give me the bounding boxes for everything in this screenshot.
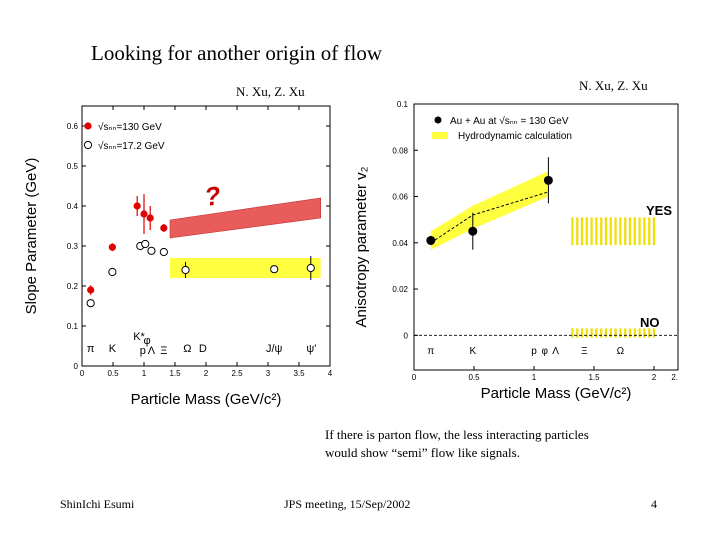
particle-label: J/ψ (266, 343, 283, 355)
no-label: NO (640, 315, 660, 330)
x-tick-label: 2 (652, 373, 657, 382)
y-tick-label: 0.3 (67, 242, 79, 251)
x-tick-label: 1 (142, 369, 147, 378)
point-17 (159, 247, 168, 257)
particle-label: Ξ (160, 345, 167, 357)
x-tick-label: 0.5 (107, 369, 119, 378)
slide-title: Looking for another origin of flow (91, 41, 383, 65)
x-tick-label: 0 (80, 369, 85, 378)
point-17 (306, 263, 315, 273)
y-tick-label: 0.1 (67, 322, 79, 331)
particle-label: K* (133, 331, 145, 343)
particle-label: Ω (617, 346, 625, 357)
y-tick-label: 0 (74, 362, 79, 371)
y-tick-label: 0.6 (67, 122, 79, 131)
point-17 (108, 267, 117, 277)
data-point (426, 235, 436, 245)
y-tick-label: 0.5 (67, 162, 79, 171)
particle-label: p (531, 346, 537, 357)
data-point (468, 226, 478, 236)
red-band (169, 197, 322, 239)
caption: If there is parton flow, the less intera… (325, 426, 705, 462)
point-130 (160, 224, 168, 232)
particle-label: p (140, 345, 146, 357)
legend-label-hydro: Hydrodynamic calculation (458, 131, 572, 142)
y-tick-label: 0.4 (67, 202, 79, 211)
particle-label: Ξ (581, 346, 588, 357)
y-tick-label: 0.02 (392, 285, 408, 294)
x-tick-label: 1 (532, 373, 537, 382)
particle-label: Λ (148, 345, 156, 357)
plot-frame (413, 103, 679, 371)
legend-marker-hydro (432, 132, 448, 139)
x-tick-label: 2.5 (231, 369, 243, 378)
point-17 (181, 265, 190, 275)
y-tick-label: 0.2 (67, 282, 79, 291)
x-tick-label: 3.5 (293, 369, 305, 378)
x-axis-label: Particle Mass (GeV/c²) (481, 385, 632, 402)
y-tick-label: 0.06 (392, 193, 408, 202)
point-17 (86, 299, 95, 308)
footer-author: ShinIchi Esumi (60, 497, 135, 511)
anisotropy-chart: YES NO 0 0.5 1 1.5 2 2. 0 0.02 0.04 0.06 0.08 0.1 Part… (353, 100, 679, 402)
y-tick-label: 0.08 (392, 146, 408, 155)
legend-label-auau: Au + Au at √sₙₙ = 130 GeV (450, 115, 569, 127)
point-17 (270, 265, 279, 274)
particle-label: π (427, 346, 434, 357)
particle-label: D (199, 343, 207, 355)
legend-marker-auau (434, 116, 442, 124)
particle-label: ψ' (306, 343, 316, 355)
legend-label-130: √sₙₙ=130 GeV (98, 121, 162, 133)
x-tick-label: 0 (412, 373, 417, 382)
y-tick-label: 0 (404, 331, 409, 340)
point-130 (133, 202, 141, 210)
y-tick-label: 0.04 (392, 239, 408, 248)
footer-page-number: 4 (651, 497, 657, 511)
particle-label: π (87, 343, 95, 355)
x-tick-label: 2. (671, 373, 678, 382)
point-17 (141, 239, 150, 249)
x-tick-label: 1.5 (169, 369, 181, 378)
y-tick-label: 0.1 (397, 100, 409, 109)
y-axis-label: Slope Parameter (GeV) (23, 158, 40, 315)
legend-label-17: √sₙₙ=17.2 GeV (98, 140, 165, 152)
x-tick-label: 3 (266, 369, 271, 378)
question-mark-annotation: ? (203, 180, 223, 212)
legend-marker-130 (84, 122, 92, 130)
x-tick-label: 4 (328, 369, 333, 378)
y-axis-label: Anisotropy parameter v₂ (353, 166, 370, 327)
point-130 (140, 210, 148, 218)
x-tick-label: 2 (204, 369, 209, 378)
x-tick-label: 0.5 (468, 373, 480, 382)
point-130 (146, 214, 154, 222)
slope-parameter-chart: ? 0 0.5 1 1.5 2 2.5 3 3.5 4 0 0.1 0.2 0.3 0.4 0.5 0.6 Par… (23, 105, 333, 408)
particle-label: Ω (183, 343, 191, 355)
yes-label: YES (646, 203, 672, 218)
citation-right: N. Xu, Z. Xu (579, 78, 648, 93)
legend-marker-17 (83, 140, 93, 150)
x-tick-label: 1.5 (588, 373, 600, 382)
particle-label: K (469, 346, 476, 357)
caption-line-2: would show “semi” flow like signals. (325, 445, 520, 460)
yellow-band (170, 258, 321, 278)
point-17 (147, 246, 156, 255)
footer-meeting: JPS meeting, 15/Sep/2002 (284, 497, 411, 511)
particle-label: K (109, 343, 117, 355)
data-point (543, 175, 553, 185)
particle-label: Λ (552, 346, 559, 357)
point-130 (108, 243, 116, 251)
point-130 (87, 286, 95, 294)
particle-label: φ (144, 335, 151, 347)
caption-line-1: If there is parton flow, the less intera… (325, 427, 589, 442)
particle-label: φ (542, 346, 549, 357)
citation-left: N. Xu, Z. Xu (236, 84, 305, 99)
x-axis-label: Particle Mass (GeV/c²) (131, 391, 282, 408)
